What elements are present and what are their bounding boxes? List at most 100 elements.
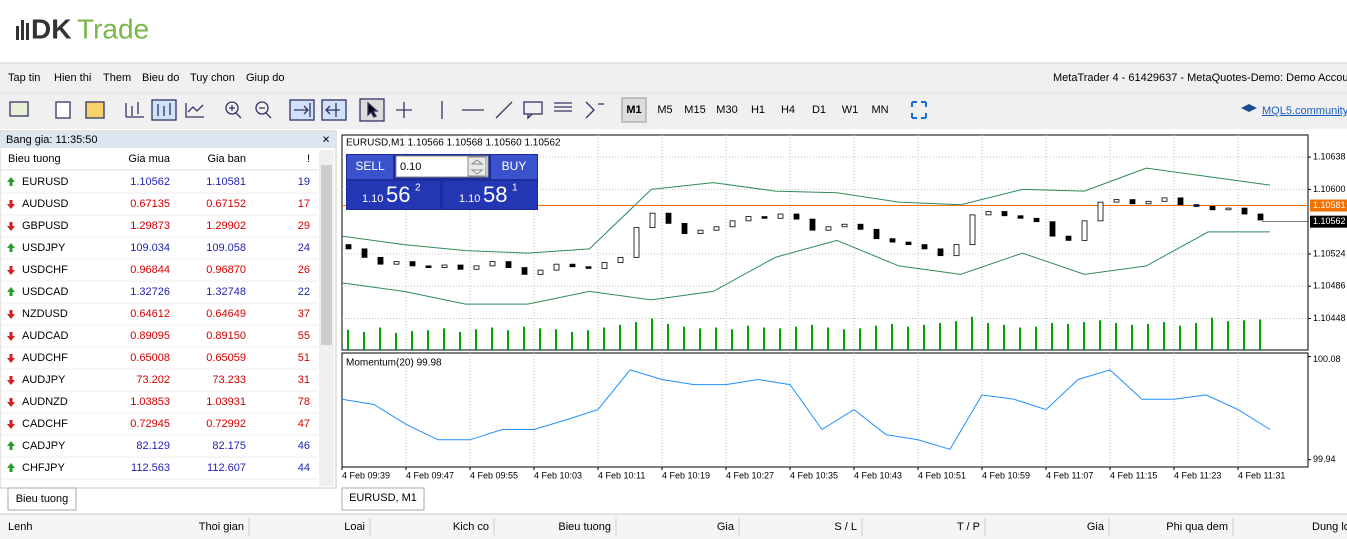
x-tick-label: 4 Feb 11:23 [1174,470,1221,480]
menu-item[interactable]: Tap tin [8,72,40,84]
ask-label: 1.10581 [1313,200,1346,210]
candle-body [873,228,880,240]
y-tick-label: 1.10486 [1313,281,1346,291]
terminal-column[interactable]: Thoi gian [199,521,244,533]
x-tick-label: 4 Feb 10:35 [790,470,838,480]
terminal-column[interactable]: Gia [717,521,735,533]
candle-body [649,212,656,229]
sell-price-big[interactable]: 56 [386,182,410,207]
direction-arrow [7,420,15,429]
candle-body [665,212,672,224]
x-tick-label: 4 Feb 10:11 [598,470,645,480]
terminal-header [0,514,1347,539]
symbol: USDCAD [22,286,69,298]
toolbar-icons [9,97,1257,123]
symbol: AUDUSD [22,198,69,210]
symbol: AUDCAD [22,330,69,342]
timeframe-button[interactable]: H1 [751,104,765,116]
menu-bar [0,63,1347,93]
terminal-column[interactable]: Phi qua dem [1166,521,1228,533]
direction-arrow [7,200,15,209]
lot-value[interactable]: 0.10 [400,161,421,173]
x-tick-label: 4 Feb 10:51 [918,470,966,480]
sell-label[interactable]: SELL [355,159,385,173]
ask-price: 0.65059 [206,352,246,364]
buy-price-small[interactable]: 1 [512,183,518,194]
ask-price: 0.67152 [206,198,246,210]
candle-body [425,265,432,268]
timeframe-button[interactable]: MN [871,104,888,116]
timeframe-button[interactable]: W1 [842,104,859,116]
timeframe-button[interactable]: H4 [781,104,795,116]
column-header: Gia ban [207,153,246,165]
candle-body [617,256,624,263]
close-button[interactable]: × [322,131,330,146]
chart-tab[interactable] [341,487,425,511]
logo-brand: DK [31,13,71,44]
candle-body [585,266,592,269]
header-bg [0,0,1347,63]
candle-body [441,264,448,268]
market-watch-tab[interactable] [7,487,77,511]
bid-price: 73.202 [136,374,170,386]
toolbar [0,93,1347,129]
sell-button[interactable] [347,155,393,179]
menu-item[interactable]: Giup do [246,72,285,84]
candle-body [745,216,752,222]
candle-body [1033,217,1040,223]
buy-price-prefix[interactable]: 1.10 [459,193,480,205]
menu-item[interactable]: Them [103,72,131,84]
terminal-column[interactable]: T / P [957,521,980,533]
y-tick-label: 1.10638 [1313,151,1346,161]
candle-body [1177,197,1184,206]
timeframe-button[interactable]: D1 [812,104,826,116]
candle-body [1161,197,1168,202]
terminal-column[interactable]: Gia [1087,521,1105,533]
terminal-column[interactable]: Bieu tuong [558,521,611,533]
direction-arrow [7,287,15,296]
sell-price-box[interactable] [347,181,440,209]
timeframe-button[interactable]: M1 [626,104,641,116]
buy-price-big[interactable]: 58 [483,182,507,207]
menu-item[interactable]: Bieu do [142,72,179,84]
scroll-thumb[interactable] [321,165,332,345]
bid-price: 0.89095 [130,330,170,342]
spread: 78 [298,396,310,408]
direction-arrow [7,222,15,231]
candle-body [985,211,992,216]
sell-price-small[interactable]: 2 [415,183,421,194]
buy-label[interactable]: BUY [502,159,527,173]
tab-label[interactable]: Bieu tuong [16,493,69,505]
x-tick-label: 4 Feb 09:47 [406,470,454,480]
x-tick-label: 4 Feb 11:07 [1046,470,1093,480]
direction-arrow [7,243,15,252]
terminal-column[interactable]: Loai [344,521,365,533]
buy-price-box[interactable] [443,181,537,209]
candle-body [521,267,528,275]
menu-item[interactable]: Hien thi [54,72,91,84]
terminal-column[interactable]: Kich co [453,521,489,533]
lot-spinner[interactable] [467,156,487,177]
mql5-link[interactable]: MQL5.community [1262,105,1347,117]
symbol: AUDNZD [22,396,68,408]
x-tick-label: 4 Feb 09:55 [470,470,518,480]
menu-item[interactable]: Tuy chon [190,72,235,84]
timeframe-button[interactable]: M5 [657,104,672,116]
chart-tab-label[interactable]: EURUSD, M1 [349,492,417,504]
column-header: ! [307,153,310,165]
timeframe-button[interactable]: M30 [716,104,737,116]
candle-body [569,263,576,268]
sell-price-prefix[interactable]: 1.10 [362,193,383,205]
candle-body [1097,201,1104,222]
symbol: CADCHF [22,418,68,430]
candle-body [697,229,704,234]
lot-input[interactable] [395,155,489,178]
spread: 24 [298,242,310,254]
terminal-column[interactable]: S / L [834,521,857,533]
y-tick-label: 1.10448 [1313,313,1346,323]
buy-button[interactable] [491,155,537,179]
terminal-column[interactable]: Dung lo [1312,521,1347,533]
candle-body [1257,213,1264,221]
terminal-column[interactable]: Lenh [8,521,32,533]
timeframe-button[interactable]: M15 [684,104,705,116]
